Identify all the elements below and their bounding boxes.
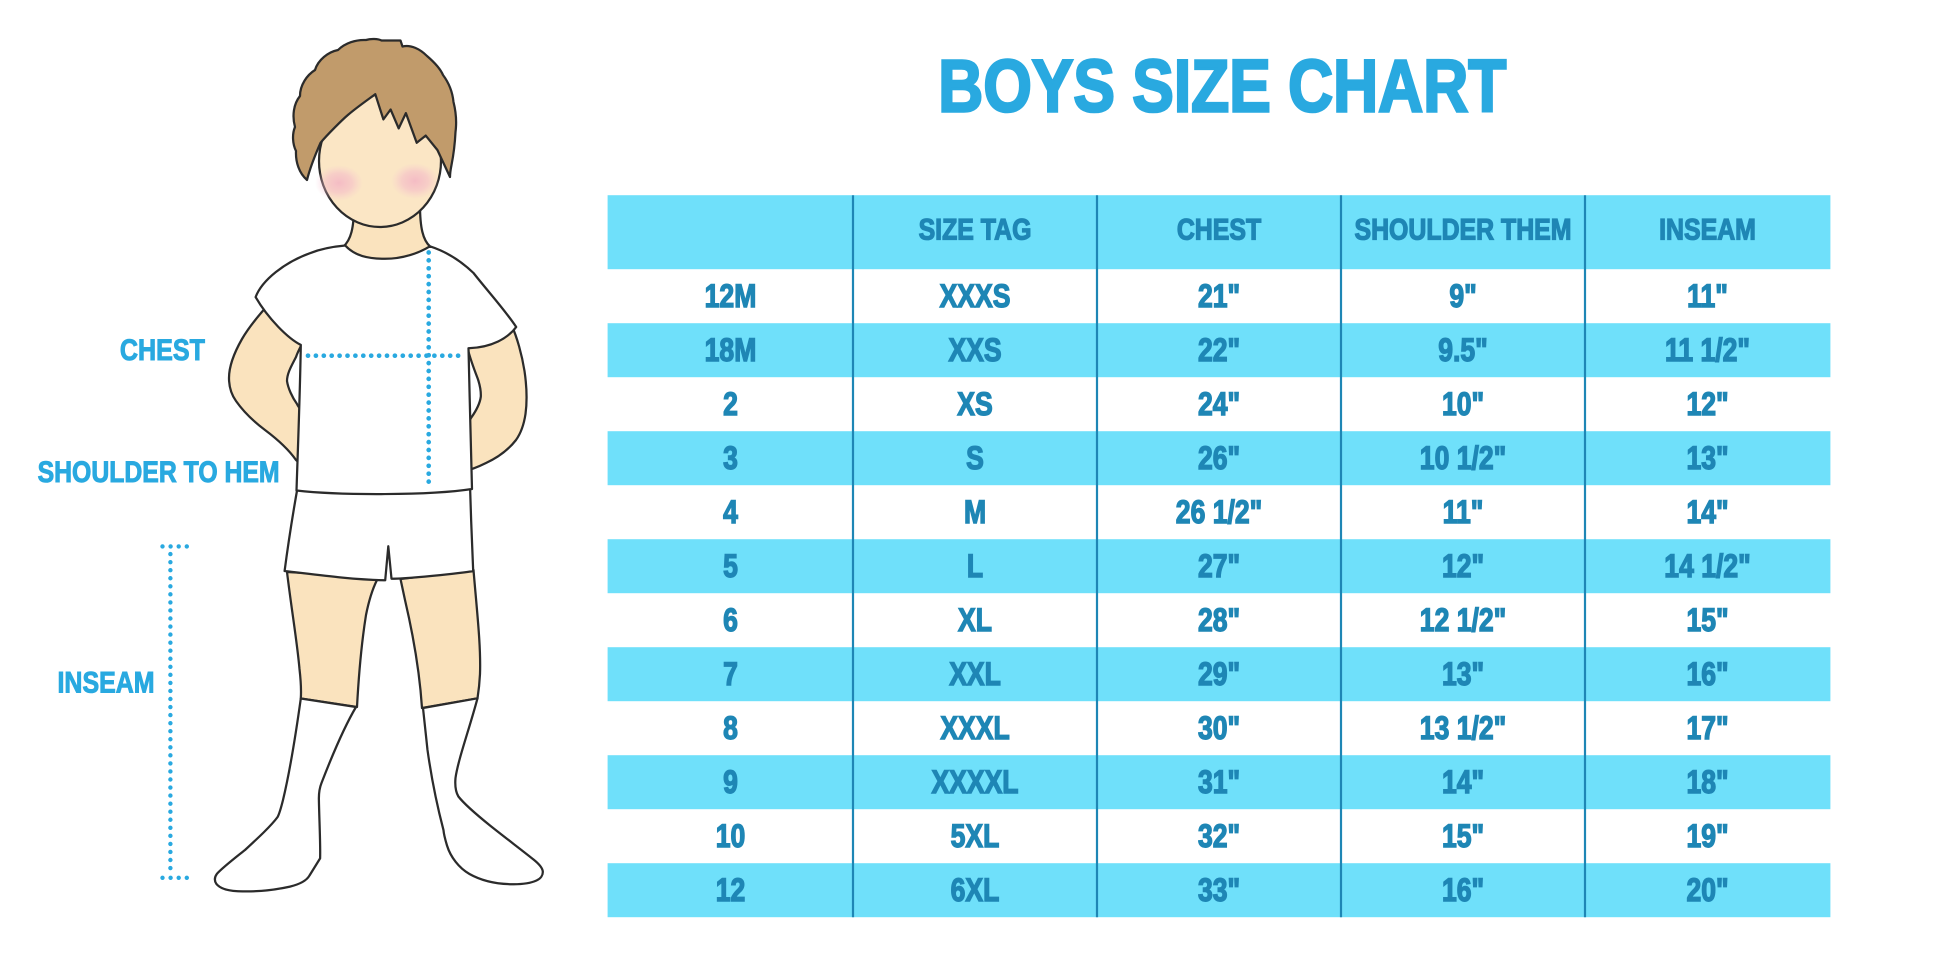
svg-text:XXXXL: XXXXL (931, 765, 1018, 801)
svg-text:12 1/2": 12 1/2" (1420, 603, 1506, 639)
svg-text:12: 12 (716, 873, 746, 909)
svg-text:XXS: XXS (948, 333, 1001, 369)
svg-text:2: 2 (723, 387, 738, 423)
svg-text:11 1/2": 11 1/2" (1665, 333, 1750, 369)
svg-text:24": 24" (1198, 387, 1240, 423)
svg-text:SHOULDER TO HEM: SHOULDER TO HEM (38, 456, 280, 489)
svg-text:8: 8 (723, 711, 738, 747)
svg-text:CHEST: CHEST (1177, 212, 1261, 246)
svg-text:12M: 12M (705, 279, 757, 315)
svg-text:13": 13" (1442, 657, 1484, 693)
svg-text:11": 11" (1443, 495, 1484, 531)
svg-text:9: 9 (723, 765, 738, 801)
svg-text:CHEST: CHEST (120, 334, 205, 367)
svg-text:L: L (967, 549, 983, 585)
svg-text:27": 27" (1198, 549, 1240, 585)
svg-text:13": 13" (1686, 441, 1728, 477)
svg-text:12": 12" (1686, 387, 1728, 423)
svg-text:17": 17" (1686, 711, 1728, 747)
svg-text:30": 30" (1198, 711, 1240, 747)
svg-text:10: 10 (716, 819, 746, 855)
svg-text:9": 9" (1449, 279, 1476, 315)
svg-text:7: 7 (723, 657, 738, 693)
svg-text:18": 18" (1686, 765, 1728, 801)
svg-text:26": 26" (1198, 441, 1240, 477)
svg-text:11": 11" (1687, 279, 1728, 315)
svg-text:XXXS: XXXS (940, 279, 1011, 315)
svg-text:31": 31" (1198, 765, 1240, 801)
svg-text:10": 10" (1442, 387, 1484, 423)
svg-text:21": 21" (1198, 279, 1240, 315)
svg-text:BOYS SIZE CHART: BOYS SIZE CHART (938, 45, 1506, 128)
svg-text:33": 33" (1198, 873, 1240, 909)
svg-text:5XL: 5XL (951, 819, 1000, 855)
svg-text:XL: XL (958, 603, 992, 639)
svg-text:XXXL: XXXL (940, 711, 1009, 747)
svg-text:XXL: XXL (949, 657, 1001, 693)
svg-text:SHOULDER THEM: SHOULDER THEM (1354, 212, 1571, 246)
svg-text:12": 12" (1442, 549, 1484, 585)
svg-text:16": 16" (1442, 873, 1484, 909)
svg-text:20": 20" (1686, 873, 1728, 909)
svg-text:14": 14" (1686, 495, 1728, 531)
svg-text:14 1/2": 14 1/2" (1664, 549, 1750, 585)
svg-text:29": 29" (1198, 657, 1240, 693)
svg-text:9.5": 9.5" (1438, 333, 1487, 369)
svg-text:6XL: 6XL (951, 873, 1000, 909)
svg-text:4: 4 (723, 495, 738, 531)
svg-text:15": 15" (1686, 603, 1728, 639)
svg-text:S: S (966, 441, 984, 477)
svg-text:16": 16" (1686, 657, 1728, 693)
svg-text:26 1/2": 26 1/2" (1176, 495, 1262, 531)
svg-text:INSEAM: INSEAM (1659, 212, 1756, 246)
svg-text:18M: 18M (705, 333, 757, 369)
svg-text:SIZE TAG: SIZE TAG (919, 212, 1032, 246)
svg-text:M: M (964, 495, 986, 531)
svg-text:3: 3 (723, 441, 738, 477)
svg-text:32": 32" (1198, 819, 1240, 855)
svg-text:14": 14" (1442, 765, 1484, 801)
svg-text:5: 5 (723, 549, 738, 585)
svg-text:13 1/2": 13 1/2" (1420, 711, 1506, 747)
svg-text:19": 19" (1686, 819, 1728, 855)
svg-text:22": 22" (1198, 333, 1240, 369)
svg-text:28": 28" (1198, 603, 1240, 639)
svg-text:10 1/2": 10 1/2" (1420, 441, 1506, 477)
svg-text:6: 6 (723, 603, 738, 639)
svg-text:15": 15" (1442, 819, 1484, 855)
svg-text:INSEAM: INSEAM (58, 666, 155, 699)
svg-text:XS: XS (957, 387, 992, 423)
